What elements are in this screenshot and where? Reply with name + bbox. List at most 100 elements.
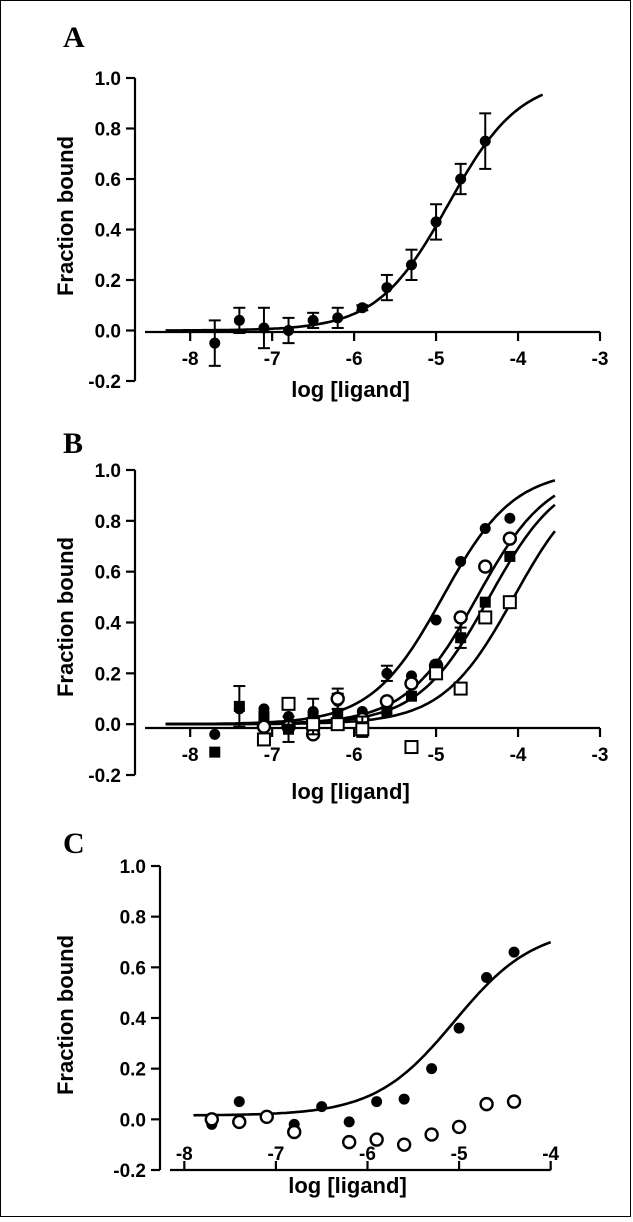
data-point <box>479 596 491 608</box>
data-point <box>381 705 393 717</box>
data-point <box>504 550 516 562</box>
data-point <box>332 708 344 720</box>
data-point <box>429 666 444 681</box>
y-tick-label: 0.2 <box>95 271 121 292</box>
data-point <box>381 282 393 294</box>
fit-curve <box>165 530 556 726</box>
y-tick-label: 0.8 <box>95 512 121 533</box>
data-point <box>355 722 370 737</box>
data-point <box>256 732 271 747</box>
fit-curve <box>165 494 556 726</box>
data-point <box>404 676 419 691</box>
data-point <box>502 595 517 610</box>
data-point <box>455 556 467 567</box>
x-tick-label: -7 <box>264 349 281 370</box>
data-point <box>479 1096 494 1112</box>
fit-curve <box>165 479 556 726</box>
y-tick-label: 0.4 <box>95 614 122 635</box>
data-point <box>343 1116 355 1128</box>
x-tick-label: -4 <box>510 745 527 766</box>
data-point <box>453 1022 465 1034</box>
data-point <box>341 1134 357 1150</box>
data-point <box>430 216 442 228</box>
data-point <box>506 1094 522 1109</box>
x-tick-label: -6 <box>346 349 363 370</box>
x-tick-label: -8 <box>176 1144 193 1165</box>
data-point <box>453 681 468 696</box>
x-tick-label: -6 <box>359 1144 376 1165</box>
data-point <box>396 1137 412 1152</box>
data-point <box>283 723 295 735</box>
data-point <box>508 946 520 958</box>
x-tick-label: -3 <box>592 349 609 370</box>
data-point <box>256 719 272 734</box>
data-point <box>332 312 344 324</box>
y-tick-label: -0.2 <box>88 766 121 787</box>
data-point <box>404 740 419 755</box>
data-point <box>209 337 221 349</box>
x-tick-label: -5 <box>428 349 445 370</box>
panel-letter: C <box>63 827 85 860</box>
fit-curve <box>165 503 556 726</box>
y-axis-label: Fraction bound <box>53 537 78 697</box>
data-point <box>381 667 393 679</box>
data-point <box>204 1112 219 1127</box>
data-point <box>233 700 245 712</box>
data-point <box>209 746 221 758</box>
x-axis-label: log [ligand] <box>288 1173 407 1198</box>
y-tick-label: 1.0 <box>95 461 121 482</box>
y-tick-label: 0.6 <box>95 563 121 584</box>
x-axis-label: log [ligand] <box>291 779 410 804</box>
panel-a: A -0.2 0.0 0.2 0.4 0.6 0.8 1.0 -8 -7 -6 -5 -4 -3 log … <box>1 21 632 421</box>
data-point <box>455 632 467 644</box>
x-tick-label: -4 <box>510 349 527 370</box>
panel-c: C -0.2 0.0 0.2 0.4 0.6 0.8 1.0 -8 -7 -6 -5 -4 log [l… <box>1 827 632 1217</box>
y-tick-label: 0.6 <box>120 958 146 979</box>
data-point <box>258 322 270 334</box>
data-point <box>356 302 368 314</box>
y-axis-label: Fraction bound <box>53 935 78 1095</box>
data-point <box>455 173 467 185</box>
panel-letter: A <box>63 21 85 54</box>
data-point <box>426 1063 438 1075</box>
y-tick-label: 0.0 <box>95 322 121 343</box>
plot-area: -0.2 0.0 0.2 0.4 0.6 0.8 1.0 -8 -7 -6 -5 -4 log [lig… <box>53 857 560 1198</box>
data-point <box>281 696 296 711</box>
data-point <box>424 1127 439 1142</box>
y-tick-label: -0.2 <box>113 1161 146 1182</box>
data-point <box>478 610 493 625</box>
y-tick-label: 0.0 <box>95 715 121 736</box>
data-point <box>502 531 518 546</box>
data-point <box>307 314 319 326</box>
fit-curve <box>193 940 552 1117</box>
x-axis-label: log [ligand] <box>291 377 410 402</box>
data-point <box>287 1124 302 1140</box>
x-tick-label: -8 <box>182 745 199 766</box>
y-tick-label: 0.4 <box>120 1009 147 1030</box>
data-point <box>233 314 245 326</box>
x-tick-label: -6 <box>346 745 363 766</box>
x-tick-label: -7 <box>267 1144 284 1165</box>
y-tick-label: 0.4 <box>95 221 122 242</box>
data-point <box>371 1096 383 1108</box>
data-point <box>283 325 295 336</box>
data-point <box>258 711 270 723</box>
data-point <box>504 512 516 524</box>
data-point <box>330 717 345 732</box>
data-point <box>316 1101 328 1113</box>
y-tick-label: 0.8 <box>120 908 146 929</box>
x-tick-label: -5 <box>451 1144 468 1165</box>
plot-area: -0.2 0.0 0.2 0.4 0.6 0.8 1.0 -8 -7 -6 -5 -4 -3 log [l… <box>53 69 609 402</box>
fit-curve <box>165 93 544 332</box>
data-point <box>481 971 493 983</box>
y-tick-label: 1.0 <box>120 857 146 878</box>
data-point <box>330 691 345 706</box>
panel-b: B -0.2 0.0 0.2 0.4 0.6 0.8 1.0 -8 -7 -6 -5 -4 -3 log … <box>1 427 632 823</box>
data-point <box>430 660 442 672</box>
data-point <box>453 610 468 625</box>
y-tick-label: 1.0 <box>95 69 121 90</box>
plot-area: -0.2 0.0 0.2 0.4 0.6 0.8 1.0 -8 -7 -6 -5 -4 -3 log [l… <box>53 461 608 804</box>
data-point <box>430 614 442 626</box>
x-tick-label: -5 <box>428 745 445 766</box>
